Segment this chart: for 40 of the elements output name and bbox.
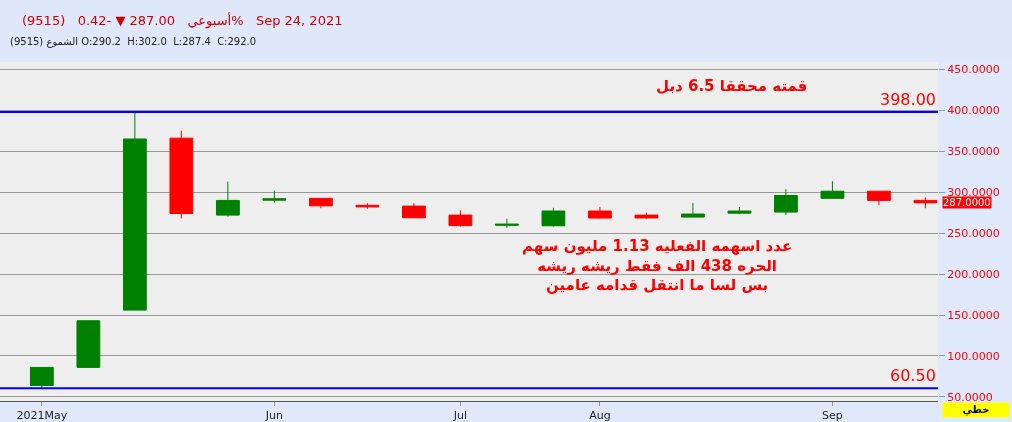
text: خطي [962, 404, 990, 416]
candlestick [215, 181, 240, 218]
x-tick-label: Aug [589, 409, 611, 422]
candlestick [76, 320, 101, 368]
y-tick-label: 350.0000 [947, 145, 1000, 159]
candlestick [774, 188, 798, 216]
candlestick [169, 130, 194, 219]
candlestick [355, 202, 380, 210]
annotation: عدد اسهمه الفعليه 1.13 مليون سهم الحره 438 الف فقط ريشه ريشه بس لسا ما انتقل قدامه عامين [522, 237, 793, 294]
candlestick [262, 190, 287, 204]
candlestick [634, 212, 659, 220]
y-tick-label: 400.0000 [947, 104, 1000, 118]
candlestick [495, 218, 519, 229]
ref-line-label: 60.50 [890, 366, 936, 385]
x-tick-label: Sep [822, 409, 843, 422]
y-tick-label: 150.0000 [947, 308, 1000, 322]
y-tick-label: 50.0000 [947, 390, 993, 404]
candlestick [727, 206, 752, 214]
candlestick [122, 111, 147, 311]
candlestick [402, 202, 426, 219]
x-tick-label: Jul [452, 409, 468, 422]
x-tick-label: 2021May [16, 409, 68, 422]
candlestick [867, 190, 891, 206]
y-tick-label: 100.0000 [947, 349, 1000, 363]
candlestick [681, 202, 705, 218]
y-tick-label: 250.0000 [947, 226, 1000, 240]
candlestick [448, 209, 473, 228]
chart-subtitle: الشموع (9515) O:290.2 H:302.0 L:287.4 C:292.0 [10, 36, 257, 48]
y-tick-label: 450.0000 [947, 63, 1000, 77]
candlestick [29, 366, 54, 389]
chart-title: (9515) أسبوعي 287.00 ▼ -0.42% Sep 24, 2021 [22, 12, 343, 29]
candlestick [541, 207, 566, 228]
x-tick-label: Jun [264, 409, 283, 422]
ref-line-label: 398.00 [880, 90, 936, 109]
candlestick [588, 206, 612, 219]
candlestick [308, 197, 333, 209]
candlestick [820, 180, 845, 199]
text: 287.0000 [943, 197, 991, 208]
y-tick-label: 200.0000 [947, 267, 1000, 281]
annotation: قمته محققا 6.5 دبل [656, 77, 808, 95]
